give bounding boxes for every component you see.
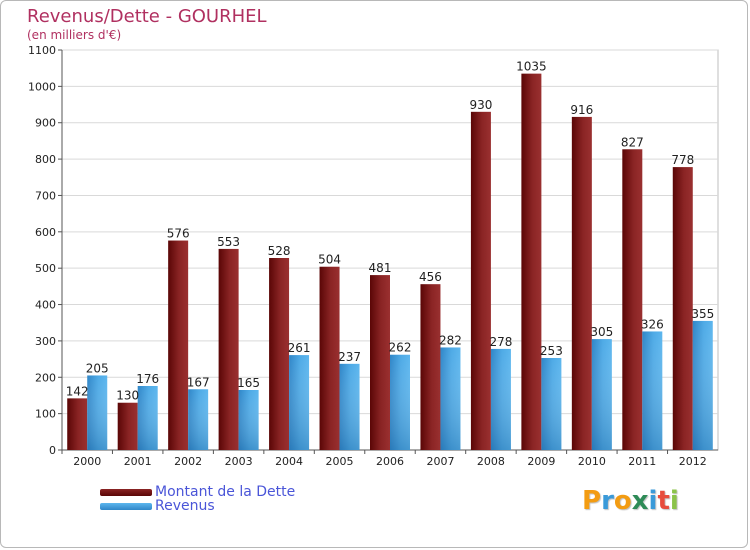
bar-dette [168,240,189,450]
bar-revenus-shade [289,355,310,450]
bar-revenus-shade [692,320,713,450]
data-label-revenus: 205 [86,361,109,375]
data-label-dette: 456 [419,270,442,284]
y-tick-label: 800 [35,153,56,166]
bar-revenus-shade [390,354,410,450]
bar-dette [117,402,138,450]
bar-dette [370,275,390,450]
labels-layer: 142 130 576 553 528 504 481 456 930 1035 916 827 778… [66,60,714,403]
x-tick-label: 2004 [275,455,303,468]
bar-dette [571,116,592,450]
data-label-revenus: 253 [540,344,563,358]
bar-revenus-shade [490,348,511,450]
proxiti-logo: Proxiti [582,486,679,516]
data-label-dette: 142 [66,384,89,398]
bar-dette [218,248,239,450]
data-label-revenus: 262 [389,341,412,355]
data-label-dette: 827 [621,135,644,149]
bar-dette [622,149,643,451]
x-tick-label: 2011 [628,455,656,468]
bar-revenus-shade [339,363,360,450]
data-label-dette: 778 [671,153,694,167]
y-tick-label: 300 [35,335,56,348]
x-tick-label: 2007 [426,455,454,468]
logo-letter: i [648,486,658,516]
legend-label-debt: Montant de la Dette [155,484,296,500]
data-label-dette: 930 [469,98,492,112]
data-label-revenus: 305 [590,325,613,339]
data-label-revenus: 355 [691,307,714,321]
bar-revenus-shade [188,389,209,450]
chart-subtitle: (en milliers d'€) [27,28,122,42]
data-label-revenus: 237 [338,350,361,364]
y-tick-label: 100 [35,408,56,421]
x-tick-label: 2001 [124,455,152,468]
bar-dette [672,167,693,450]
data-label-revenus: 261 [288,341,311,355]
legend-swatch-debt [100,489,152,496]
legend-label-revenus: Revenus [155,498,215,514]
bar-dette [67,398,88,450]
bar-dette [319,266,340,450]
bar-revenus-shade [591,339,612,450]
x-tick-label: 2008 [477,455,505,468]
bar-chart: 0 100 200 300 400 500 600 700 800 900 1000 1100 2000… [28,44,719,468]
x-tick-label: 2009 [527,455,555,468]
bar-revenus-shade [440,347,461,450]
y-tick-label: 1000 [28,80,56,93]
data-label-revenus: 282 [439,333,462,347]
x-tick-label: 2005 [326,455,354,468]
y-tick-label: 700 [35,189,56,202]
bar-dette [269,258,290,450]
y-tick-label: 0 [49,444,56,457]
x-tick-label: 2002 [174,455,202,468]
data-label-dette: 916 [570,103,593,117]
y-tick-label: 500 [35,262,56,275]
bars-layer [67,73,713,451]
logo-letter: i [669,486,679,516]
bar-revenus-shade [137,386,158,450]
bar-revenus-shade [541,358,562,450]
data-label-revenus: 326 [641,317,664,331]
data-label-dette: 553 [217,235,240,249]
data-label-revenus: 165 [237,376,260,390]
x-tick-label: 2000 [73,455,101,468]
data-label-revenus: 176 [136,372,159,386]
y-tick-label: 1100 [28,44,56,57]
logo-letter: r [601,486,614,516]
data-label-dette: 528 [268,244,291,258]
bar-dette [521,73,542,451]
logo-letter: t [657,486,670,516]
y-tick-label: 400 [35,299,56,312]
data-label-dette: 576 [167,227,190,241]
logo-letter: P [582,486,602,516]
x-tick-label: 2003 [225,455,253,468]
logo-letter: x [631,486,649,516]
data-label-dette: 130 [116,389,139,403]
legend-swatch-revenus [100,503,152,510]
data-label-dette: 504 [318,253,341,267]
bar-revenus-shade [642,331,663,450]
data-label-revenus: 167 [187,375,210,389]
bar-dette [470,111,491,451]
bar-revenus-shade [87,375,108,450]
bar-revenus-shade [238,390,259,450]
x-tick-label: 2006 [376,455,404,468]
data-label-revenus: 278 [489,335,512,349]
data-label-dette: 481 [369,261,392,275]
x-tick-label: 2010 [578,455,606,468]
y-tick-label: 600 [35,226,56,239]
logo-letter: o [613,486,632,516]
bar-dette [420,284,441,450]
y-tick-label: 200 [35,371,56,384]
chart-title: Revenus/Dette - GOURHEL [27,6,267,27]
y-tick-label: 900 [35,117,56,130]
data-label-dette: 1035 [516,60,547,74]
x-tick-label: 2012 [679,455,707,468]
